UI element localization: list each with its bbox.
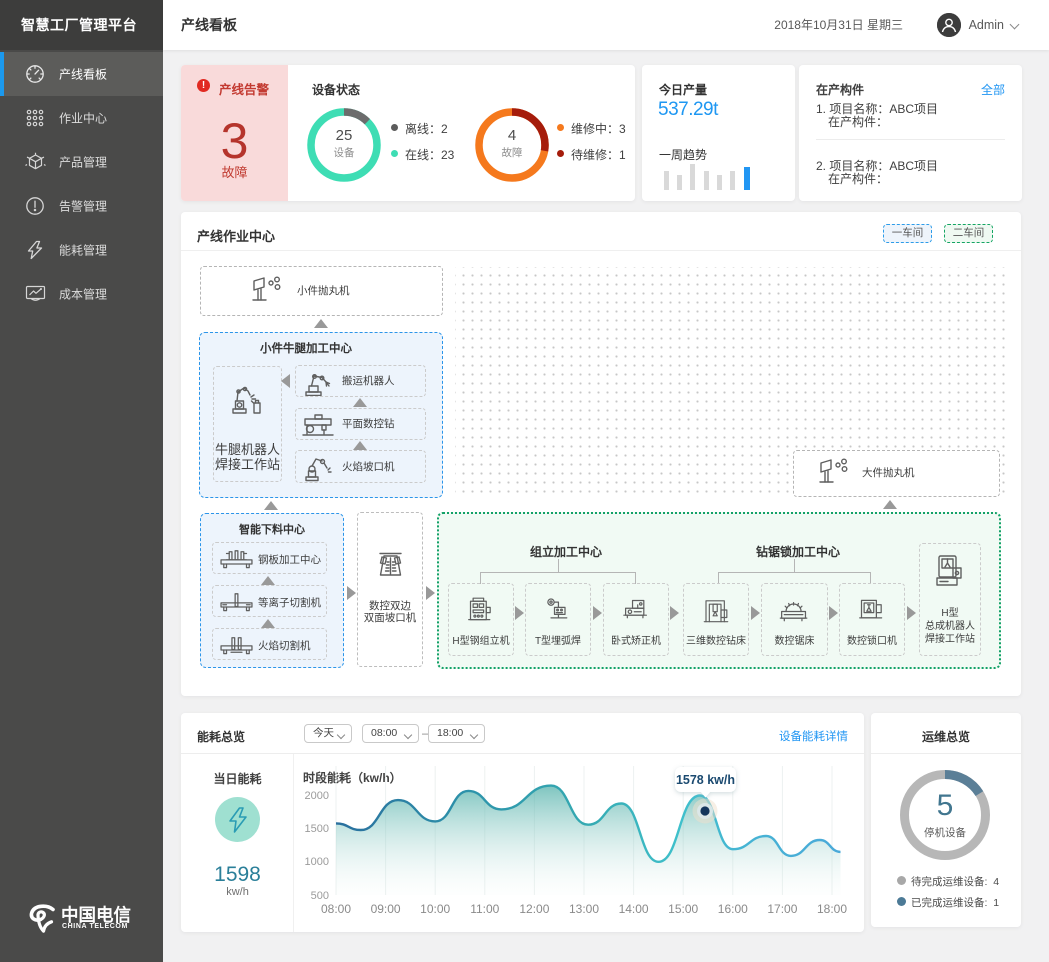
svg-text:13:00: 13:00 [569,902,599,916]
svg-text:500: 500 [311,890,329,902]
svg-text:08:00: 08:00 [321,902,351,916]
svg-text:14:00: 14:00 [619,902,649,916]
svg-text:1500: 1500 [305,823,329,835]
svg-text:18:00: 18:00 [817,902,847,916]
svg-text:1000: 1000 [305,856,329,868]
svg-text:2000: 2000 [305,790,329,802]
svg-text:09:00: 09:00 [371,902,401,916]
svg-text:15:00: 15:00 [668,902,698,916]
svg-text:11:00: 11:00 [470,902,499,916]
svg-text:1578 kw/h: 1578 kw/h [676,773,735,787]
svg-text:12:00: 12:00 [519,902,549,916]
svg-text:17:00: 17:00 [767,902,797,916]
svg-text:16:00: 16:00 [718,902,748,916]
svg-text:10:00: 10:00 [420,902,450,916]
